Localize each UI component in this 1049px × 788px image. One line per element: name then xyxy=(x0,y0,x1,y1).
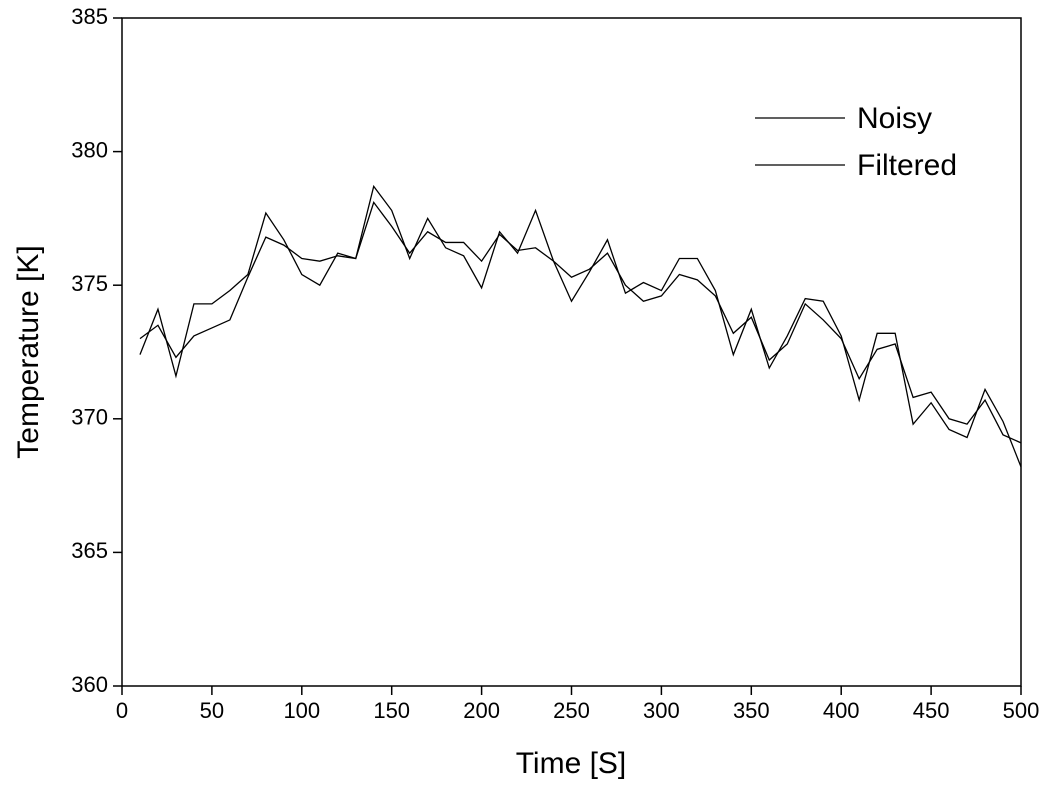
x-tick-label: 100 xyxy=(283,698,320,723)
x-tick-label: 200 xyxy=(463,698,500,723)
data-line xyxy=(139,200,1022,444)
y-tick-label: 365 xyxy=(71,538,108,563)
y-tick-label: 380 xyxy=(71,137,108,162)
y-tick-label: 360 xyxy=(71,672,108,697)
x-tick-label: 350 xyxy=(733,698,770,723)
y-tick-label: 385 xyxy=(71,4,108,29)
x-tick-label: 250 xyxy=(553,698,590,723)
x-tick-label: 150 xyxy=(373,698,410,723)
legend-label: Noisy xyxy=(857,102,932,135)
x-tick-label: 50 xyxy=(200,698,224,723)
x-tick-label: 400 xyxy=(823,698,860,723)
x-tick-label: 450 xyxy=(913,698,950,723)
legend-label: Filtered xyxy=(857,149,957,182)
x-tick-label: 0 xyxy=(116,698,128,723)
data-line xyxy=(139,184,1022,468)
y-axis-title: Temperature [K] xyxy=(12,245,45,458)
y-tick-label: 370 xyxy=(71,405,108,430)
x-axis-title: Time [S] xyxy=(516,747,627,780)
x-tick-label: 300 xyxy=(643,698,680,723)
y-tick-label: 375 xyxy=(71,271,108,296)
x-tick-label: 500 xyxy=(1003,698,1040,723)
